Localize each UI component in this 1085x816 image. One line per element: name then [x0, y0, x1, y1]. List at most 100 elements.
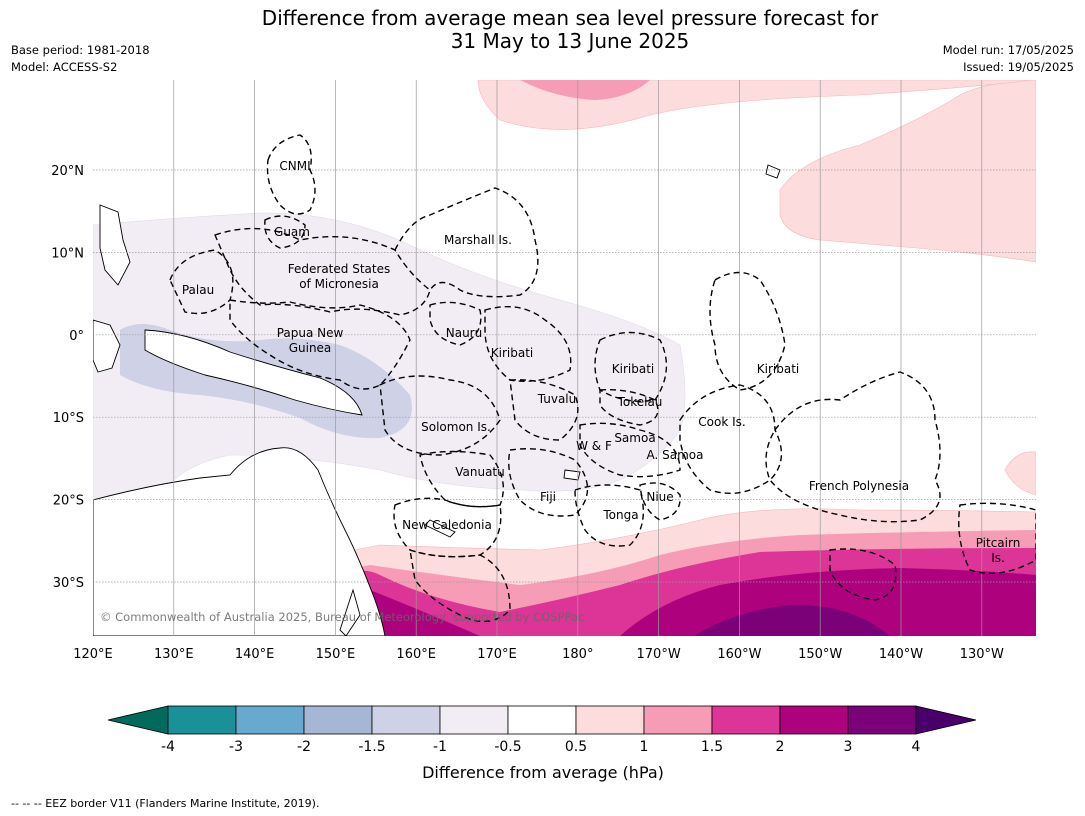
colorbar-segment — [711, 705, 781, 735]
eez-kiribati-central — [594, 331, 668, 402]
longitude-label: 160°E — [396, 647, 436, 662]
colorbar-tick-label: -3 — [229, 739, 243, 755]
eez-pitcairn — [958, 502, 1036, 575]
colorbar-segment — [847, 705, 917, 735]
eez-footnote: -- -- -- EEZ border V11 (Flanders Marine… — [11, 797, 320, 810]
colorbar-tick-label: 4 — [912, 739, 921, 755]
borneo-sulawesi-coast — [93, 319, 121, 373]
longitude-label: 140°W — [879, 647, 923, 662]
anomaly-top-1 — [520, 80, 650, 100]
label-tuvalu: Tuvalu — [537, 392, 577, 406]
label-vanuatu: Vanuatu — [455, 465, 505, 479]
label-guam: Guam — [274, 225, 310, 239]
eez-fsm — [214, 227, 431, 316]
colorbar-tick-label: -4 — [161, 739, 175, 755]
colorbar-segment — [235, 705, 305, 735]
base-period: Base period: 1981-2018 — [11, 43, 150, 57]
model-name: Model: ACCESS-S2 — [11, 60, 118, 74]
label-marshall: Marshall Is. — [444, 233, 512, 247]
latitude-labels: 20°N 10°N 0° 10°S 20°S 30°S — [51, 164, 84, 591]
land — [93, 164, 781, 636]
label-pitcairn-line2: Is. — [991, 551, 1005, 565]
label-new-caledonia: New Caledonia — [402, 518, 492, 532]
longitude-label: 170°E — [477, 647, 517, 662]
nz-coast — [339, 588, 361, 636]
longitude-label: 180° — [562, 647, 593, 662]
latitude-label: 10°S — [53, 411, 84, 426]
copyright-notice: © Commonwealth of Australia 2025, Bureau… — [100, 610, 584, 624]
colorbar-tick-label: 1 — [640, 739, 649, 755]
model-run: Model run: 17/05/2025 — [942, 43, 1074, 57]
colorbar-tick-label: -1 — [433, 739, 447, 755]
eez-palau — [169, 249, 234, 315]
colorbar-segment — [439, 705, 509, 735]
meridians — [173, 80, 983, 636]
eez-kiribati-east — [709, 271, 786, 391]
longitude-label: 150°E — [316, 647, 356, 662]
eez-marshall — [394, 187, 539, 298]
new-caledonia-coast — [424, 519, 456, 538]
longitude-labels: 120°E 130°E 140°E 150°E 160°E 170°E 180° 170°W 1… — [73, 647, 1004, 662]
colorbar-extend-low — [107, 705, 169, 735]
eez-fiji — [508, 448, 589, 517]
parallels — [93, 169, 1036, 583]
anomaly-se-0-5 — [1004, 451, 1036, 496]
map-canvas: CNMI Guam Marshall Is. Federated States … — [51, 80, 1036, 782]
colorbar-segment — [371, 705, 441, 735]
eez-cook — [679, 384, 783, 495]
longitude-label: 150°W — [798, 647, 842, 662]
label-pitcairn-line1: Pitcairn — [976, 536, 1021, 550]
label-kiribati-west: Kiribati — [491, 346, 533, 360]
latitude-label: 10°N — [51, 246, 84, 261]
eez-png — [229, 299, 411, 390]
colorbar-segment — [779, 705, 849, 735]
new-guinea-coast — [144, 329, 363, 416]
anomaly-ne-0-5 — [779, 80, 1036, 263]
australia-coast — [93, 447, 386, 636]
eez-borders — [169, 134, 1036, 623]
title-line-1: Difference from average mean sea level p… — [261, 6, 879, 30]
label-fsm-line1: Federated States — [288, 262, 390, 276]
colorbar-tick-label: -0.5 — [494, 739, 521, 755]
label-french-polynesia: French Polynesia — [809, 479, 909, 493]
philippines-coast — [99, 204, 131, 286]
colorbar-tick-label: 2 — [776, 739, 785, 755]
colorbar-segment — [167, 705, 237, 735]
label-palau: Palau — [182, 283, 214, 297]
longitude-label: 130°W — [960, 647, 1004, 662]
colorbar-extend-high — [915, 705, 977, 735]
colorbar-tick-label: -2 — [297, 739, 311, 755]
chart-title: Difference from average mean sea level p… — [170, 7, 970, 53]
eez-new-caledonia — [393, 497, 502, 558]
label-png-line1: Papua New — [277, 326, 344, 340]
latitude-label: 0° — [69, 329, 84, 344]
longitude-label: 140°E — [235, 647, 275, 662]
label-tonga: Tonga — [602, 508, 638, 522]
latitude-label: 30°S — [53, 576, 84, 591]
label-nauru: Nauru — [446, 326, 482, 340]
colorbar-segment — [303, 705, 373, 735]
colorbar-tick-label: -1.5 — [358, 739, 385, 755]
eez-tuvalu — [509, 379, 579, 441]
eez-samoa — [579, 422, 681, 478]
longitude-label: 160°W — [717, 647, 761, 662]
title-line-2: 31 May to 13 June 2025 — [450, 29, 690, 53]
label-png-line2: Guinea — [289, 341, 332, 355]
label-solomon: Solomon Is. — [421, 420, 491, 434]
map-area: CNMI Guam Marshall Is. Federated States … — [93, 80, 1036, 636]
eez-guam — [264, 215, 306, 249]
eez-kiribati-west — [484, 305, 572, 382]
longitude-label: 170°W — [637, 647, 681, 662]
label-kiribati-east: Kiribati — [757, 362, 799, 376]
eez-niue — [639, 482, 681, 521]
eez-tonga — [574, 484, 644, 547]
eez-french-polynesia — [765, 371, 941, 523]
colorbar-tick-label: 1.5 — [701, 739, 723, 755]
issued-date: Issued: 19/05/2025 — [963, 60, 1074, 74]
eez-cnmi — [266, 134, 316, 215]
label-cook: Cook Is. — [698, 415, 745, 429]
colorbar-segment — [643, 705, 713, 735]
label-kiribati-central: Kiribati — [612, 362, 654, 376]
region-labels: CNMI Guam Marshall Is. Federated States … — [182, 159, 1020, 565]
label-samoa: Samoa — [614, 431, 655, 445]
